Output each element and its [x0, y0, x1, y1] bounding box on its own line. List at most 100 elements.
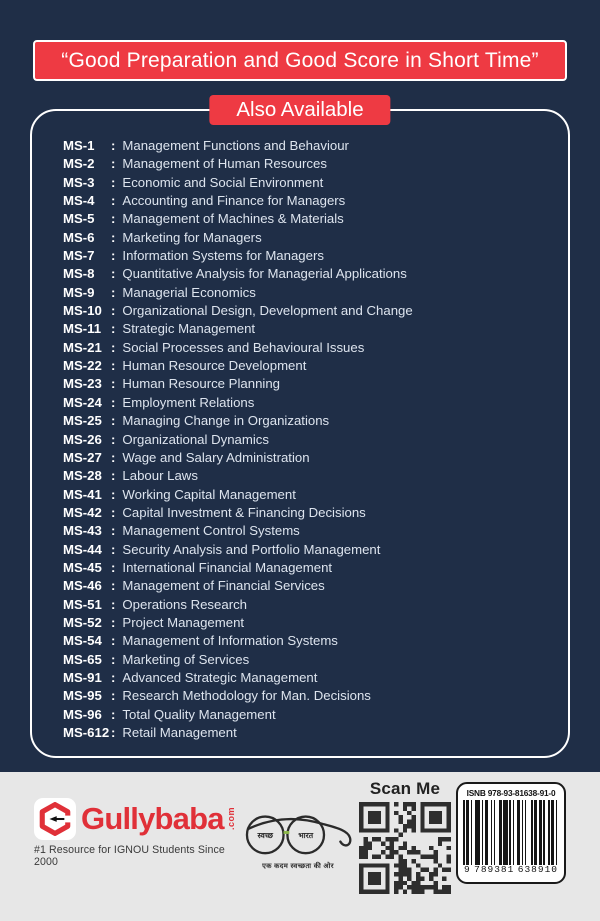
course-code: MS-11 [63, 321, 102, 337]
course-row: MS-45: International Financial Management [63, 559, 560, 577]
barcode-bar [466, 800, 470, 875]
course-code: MS-10 [63, 303, 102, 319]
course-row: MS-6: Marketing for Managers [63, 229, 560, 247]
course-title: Quantitative Analysis for Managerial App… [122, 266, 407, 282]
course-separator: : [111, 156, 116, 172]
course-title: Information Systems for Managers [122, 248, 324, 264]
course-row: MS-10: Organizational Design, Development… [63, 302, 560, 320]
course-code: MS-91 [63, 669, 102, 685]
course-code: MS-42 [63, 504, 102, 520]
course-code: MS-52 [63, 614, 102, 630]
course-title: Human Resource Planning [122, 376, 281, 392]
course-separator: : [111, 669, 116, 685]
course-code: MS-23 [63, 376, 102, 392]
course-title: Security Analysis and Portfolio Manageme… [122, 541, 381, 557]
course-separator: : [111, 706, 116, 722]
barcode-bar [521, 800, 524, 875]
course-code: MS-9 [63, 284, 95, 300]
course-title: Project Management [122, 614, 245, 630]
course-separator: : [111, 468, 116, 484]
course-row: MS-1: Management Functions and Behaviour [63, 137, 560, 155]
barcode-bar [481, 800, 484, 875]
course-separator: : [111, 266, 116, 282]
course-code: MS-2 [63, 156, 95, 172]
course-code: MS-51 [63, 596, 102, 612]
course-row: MS-28: Labour Laws [63, 467, 560, 485]
course-separator: : [111, 394, 116, 410]
course-separator: : [111, 725, 116, 740]
course-code: MS-8 [63, 266, 95, 282]
course-row: MS-42: Capital Investment & Financing Dec… [63, 504, 560, 522]
swachh-bharat-tagline: एक कदम स्वच्छता की ओर [262, 863, 334, 870]
course-title: Total Quality Management [122, 706, 276, 722]
barcode-bar [517, 800, 521, 875]
course-row: MS-3: Economic and Social Environment [63, 174, 560, 192]
scan-me-block: Scan Me [357, 779, 453, 899]
course-row: MS-8: Quantitative Analysis for Manageria… [63, 265, 560, 283]
course-title: Managerial Economics [122, 284, 256, 300]
course-code: MS-21 [63, 339, 102, 355]
course-row: MS-91: Advanced Strategic Management [63, 669, 560, 687]
course-separator: : [111, 211, 116, 227]
barcode-digit-group: 789381 [473, 864, 516, 875]
barcode-bar [524, 800, 527, 875]
barcode-bar [509, 800, 511, 875]
course-row: MS-41: Working Capital Management [63, 486, 560, 504]
course-title: Human Resource Development [122, 358, 307, 374]
barcode-bar [470, 800, 473, 875]
course-code: MS-96 [63, 706, 102, 722]
course-separator: : [111, 688, 116, 704]
course-separator: : [111, 523, 116, 539]
barcode-bar [512, 800, 515, 875]
course-row: MS-51: Operations Research [63, 596, 560, 614]
course-row: MS-25: Managing Change in Organizations [63, 412, 560, 430]
course-separator: : [111, 303, 116, 319]
bharat-text: भारत [298, 831, 314, 840]
course-code: MS-5 [63, 211, 95, 227]
barcode-bar [498, 800, 502, 875]
barcode-bar [490, 800, 493, 875]
course-code: MS-45 [63, 559, 102, 575]
course-title: Operations Research [122, 596, 248, 612]
course-list: MS-1: Management Functions and Behaviour M… [32, 111, 568, 742]
course-separator: : [111, 449, 116, 465]
course-title: Research Methodology for Man. Decisions [122, 688, 371, 704]
course-title: Management Control Systems [122, 523, 300, 539]
publisher-domain: .com [225, 807, 236, 831]
barcode-bars: 9 789381 638910 [463, 800, 559, 875]
course-title: Marketing for Managers [122, 229, 262, 245]
course-separator: : [111, 339, 116, 355]
course-separator: : [111, 578, 116, 594]
course-title: Retail Management [122, 725, 237, 740]
course-title: Accounting and Finance for Managers [122, 193, 346, 209]
course-separator: : [111, 614, 116, 630]
course-row: MS-95: Research Methodology for Man. Deci… [63, 687, 560, 705]
barcode-bar [503, 800, 508, 875]
course-separator: : [111, 413, 116, 429]
course-row: MS-22: Human Resource Development [63, 357, 560, 375]
course-row: MS-23: Human Resource Planning [63, 375, 560, 393]
qr-code-icon [359, 802, 451, 894]
course-row: MS-9: Managerial Economics [63, 284, 560, 302]
isbn-barcode: ISNB 978-93-81638-91-0 9 789381 638910 [456, 782, 566, 884]
course-separator: : [111, 229, 116, 245]
course-title: Labour Laws [122, 468, 198, 484]
course-code: MS-46 [63, 578, 102, 594]
course-code: MS-7 [63, 248, 95, 264]
barcode-bar [551, 800, 555, 875]
course-row: MS-5: Management of Machines & Materials [63, 210, 560, 228]
course-separator: : [111, 431, 116, 447]
course-code: MS-41 [63, 486, 102, 502]
course-separator: : [111, 284, 116, 300]
course-title: Wage and Salary Administration [122, 449, 310, 465]
course-title: Management of Information Systems [122, 633, 338, 649]
course-title: Social Processes and Behavioural Issues [122, 339, 365, 355]
course-separator: : [111, 358, 116, 374]
course-row: MS-65: Marketing of Services [63, 651, 560, 669]
course-title: Advanced Strategic Management [122, 669, 318, 685]
publisher-brand: Gullybaba [81, 801, 224, 836]
course-row: MS-27: Wage and Salary Administration [63, 449, 560, 467]
course-code: MS-65 [63, 651, 102, 667]
barcode-bar [484, 800, 488, 875]
course-code: MS-25 [63, 413, 102, 429]
